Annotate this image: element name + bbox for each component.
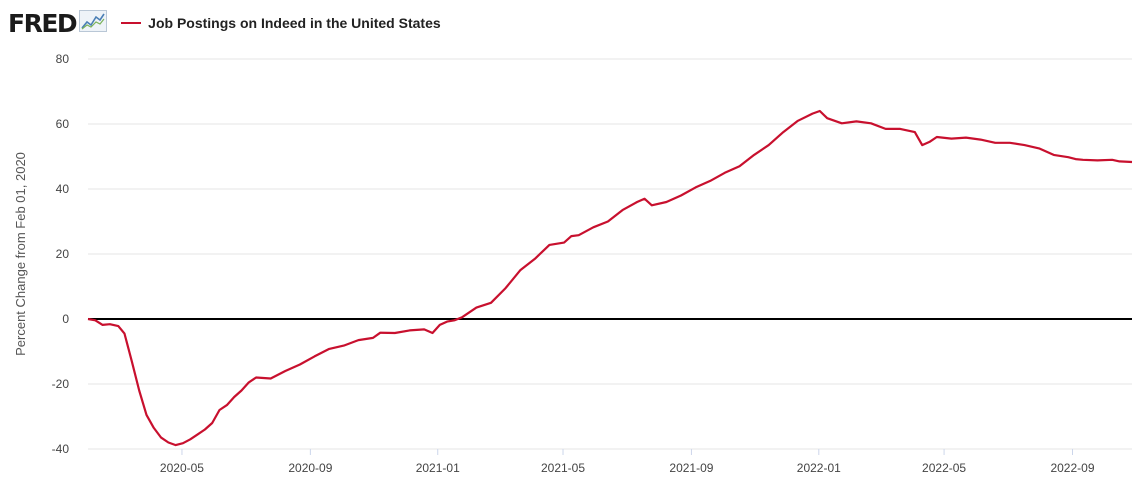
trend-chart-icon bbox=[79, 9, 108, 37]
x-tick-label: 2021-01 bbox=[416, 461, 460, 475]
x-tick-label: 2022-01 bbox=[797, 461, 841, 475]
fred-logo-text: FRED bbox=[8, 8, 78, 38]
fred-logo[interactable]: FRED bbox=[8, 8, 108, 38]
x-tick-label: 2022-05 bbox=[922, 461, 966, 475]
grid-lines bbox=[88, 58, 1132, 450]
y-tick-label: -20 bbox=[52, 377, 70, 391]
x-axis-ticks: 2020-05 2020-09 2021-01 2021-05 2021-09 2022-… bbox=[160, 449, 1095, 475]
x-tick-label: 2021-09 bbox=[669, 461, 713, 475]
y-axis-ticks: 80 60 40 20 0 -20 -40 bbox=[52, 52, 70, 456]
legend-series-title: Job Postings on Indeed in the United Sta… bbox=[148, 15, 441, 31]
x-tick-label: 2022-09 bbox=[1050, 461, 1094, 475]
y-tick-label: 20 bbox=[56, 247, 70, 261]
x-tick-label: 2020-09 bbox=[288, 461, 332, 475]
legend-swatch bbox=[121, 22, 142, 24]
y-tick-label: -40 bbox=[52, 442, 70, 456]
x-tick-label: 2021-05 bbox=[541, 461, 585, 475]
chart-header: FRED Job Postings on Indeed in the Unite… bbox=[8, 6, 441, 40]
y-tick-label: 80 bbox=[56, 52, 70, 66]
y-axis-label: Percent Change from Feb 01, 2020 bbox=[13, 152, 28, 356]
y-tick-label: 40 bbox=[56, 182, 70, 196]
y-tick-label: 0 bbox=[62, 312, 69, 326]
legend: Job Postings on Indeed in the United Sta… bbox=[121, 15, 441, 31]
series-line[interactable] bbox=[87, 109, 1133, 447]
x-tick-label: 2020-05 bbox=[160, 461, 204, 475]
y-tick-label: 60 bbox=[56, 117, 70, 131]
